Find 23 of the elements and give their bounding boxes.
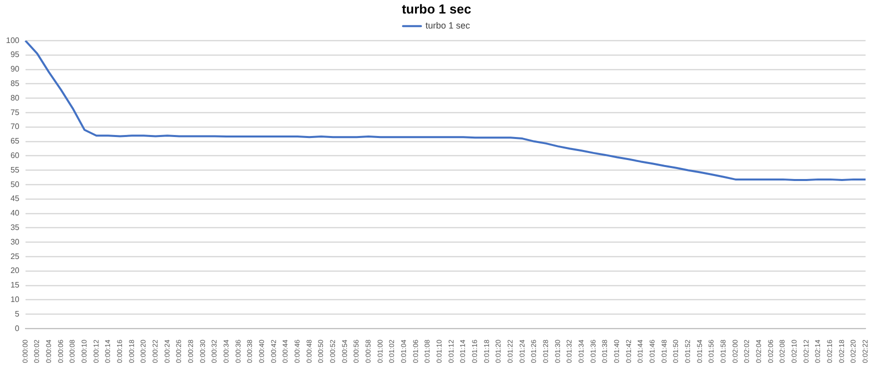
y-tick-label: 95 — [10, 50, 20, 60]
y-tick-label: 15 — [10, 280, 20, 290]
y-tick-label: 90 — [10, 64, 20, 74]
y-tick-label: 80 — [10, 93, 20, 102]
legend-label: turbo 1 sec — [425, 20, 471, 31]
y-tick-label: 10 — [10, 295, 20, 304]
y-tick-label: 60 — [10, 151, 20, 160]
y-tick-label: 50 — [10, 180, 20, 189]
y-tick-label: 5 — [14, 309, 20, 318]
y-tick-label: 0 — [14, 324, 20, 333]
y-tick-label: 20 — [10, 266, 20, 276]
y-tick-label: 70 — [10, 122, 20, 132]
y-tick-label: 35 — [10, 223, 20, 232]
y-tick-label: 65 — [10, 136, 20, 146]
y-tick-label: 30 — [10, 237, 20, 246]
y-tick-label: 85 — [10, 79, 20, 88]
y-tick-label: 45 — [10, 194, 20, 204]
chart-title: turbo 1 sec — [402, 1, 472, 16]
y-tick-label: 25 — [10, 252, 20, 261]
y-tick-label: 55 — [10, 165, 20, 174]
y-tick-label: 75 — [10, 108, 20, 117]
y-tick-label: 40 — [10, 208, 20, 218]
y-tick-label: 100 — [6, 36, 20, 45]
